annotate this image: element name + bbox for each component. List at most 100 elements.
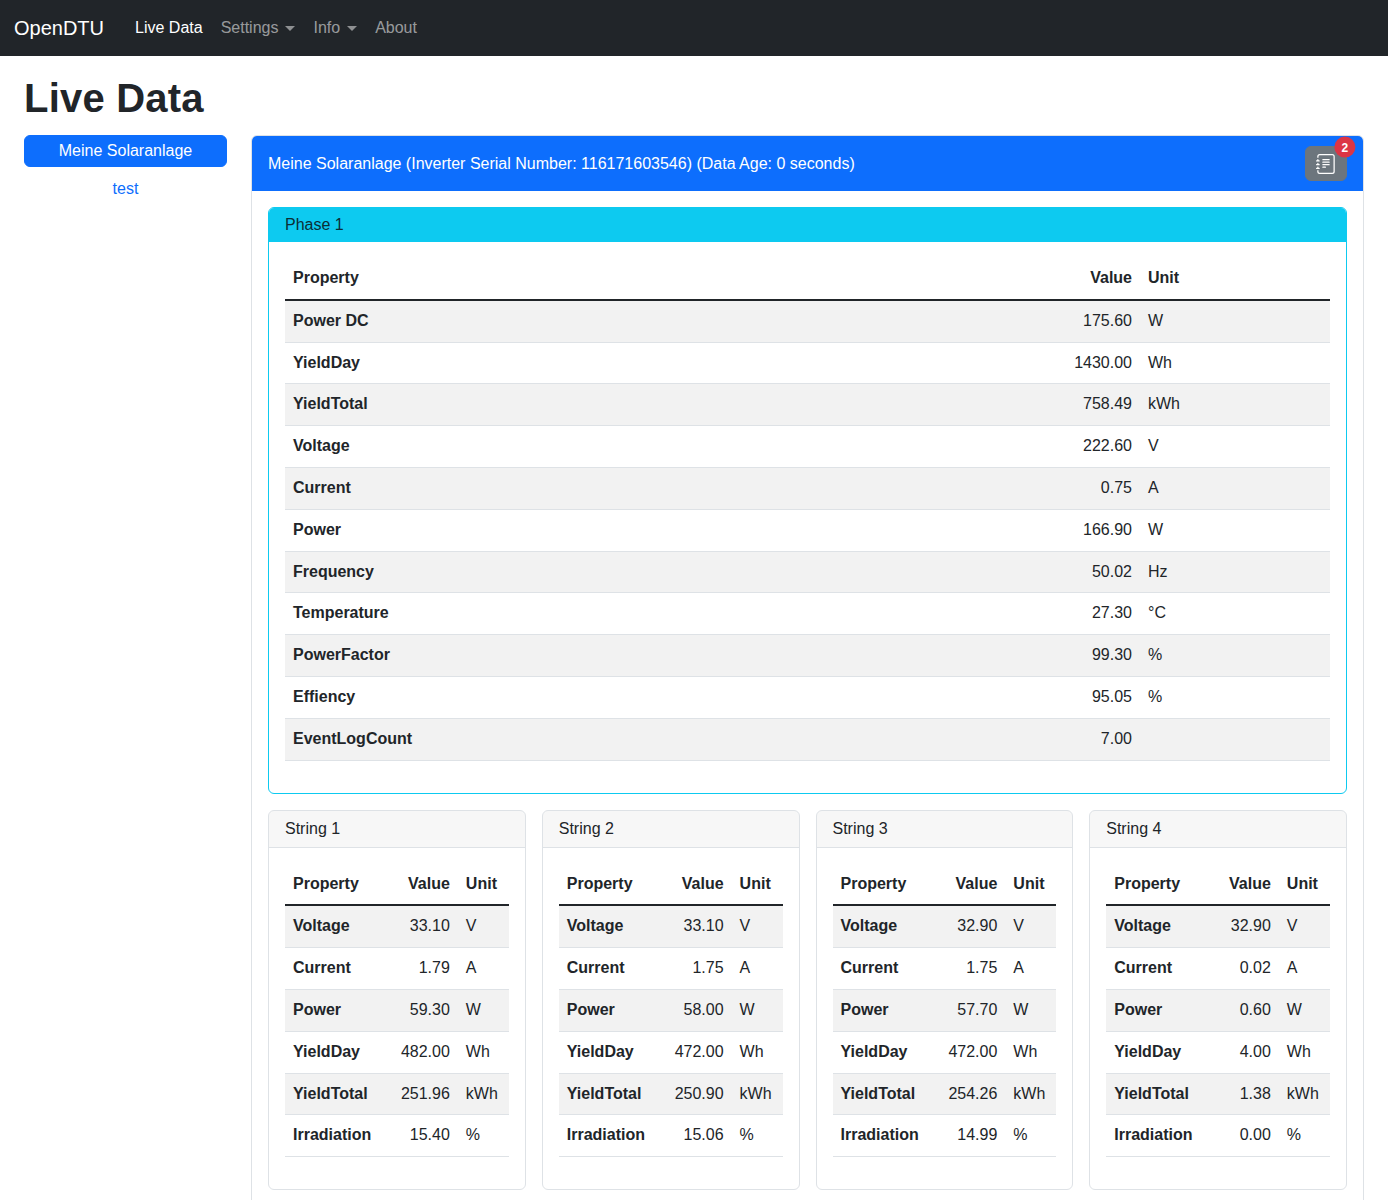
eventlog-button-wrap: 2 — [1305, 146, 1347, 181]
nav-live-data[interactable]: Live Data — [126, 11, 212, 45]
value-cell: 32.90 — [927, 905, 1006, 947]
nav-about[interactable]: About — [366, 11, 426, 45]
unit-cell: A — [732, 948, 783, 990]
value-cell: 1430.00 — [1035, 342, 1140, 384]
table-row: YieldTotal251.96kWh — [285, 1073, 509, 1115]
value-cell: 251.96 — [379, 1073, 458, 1115]
chevron-down-icon — [285, 26, 295, 31]
brand-opendtu[interactable]: OpenDTU — [14, 17, 104, 40]
string-table: Property Value Unit Voltage33.10V Curren… — [285, 864, 509, 1158]
value-cell: 57.70 — [927, 989, 1006, 1031]
value-cell: 1.75 — [653, 948, 732, 990]
inverter-link-test[interactable]: test — [24, 180, 227, 198]
table-row: Current0.02A — [1106, 948, 1330, 990]
column-unit: Unit — [1140, 258, 1330, 300]
table-row: YieldDay1430.00Wh — [285, 342, 1330, 384]
value-cell: 4.00 — [1200, 1031, 1278, 1073]
unit-cell: % — [1140, 676, 1330, 718]
property-cell: YieldTotal — [833, 1073, 927, 1115]
property-cell: Power — [285, 509, 1035, 551]
journal-text-icon — [1316, 154, 1336, 174]
chevron-down-icon — [347, 26, 357, 31]
property-cell: Current — [285, 948, 379, 990]
value-cell: 175.60 — [1035, 300, 1140, 342]
column-property: Property — [559, 864, 653, 906]
property-cell: YieldTotal — [1106, 1073, 1200, 1115]
value-cell: 472.00 — [653, 1031, 732, 1073]
string-table: Property Value Unit Voltage32.90V Curren… — [1106, 864, 1330, 1158]
table-header-row: Property Value Unit — [559, 864, 783, 906]
table-row: YieldTotal758.49kWh — [285, 384, 1330, 426]
property-cell: Irradiation — [833, 1115, 927, 1157]
table-row: Current1.75A — [559, 948, 783, 990]
table-row: YieldDay482.00Wh — [285, 1031, 509, 1073]
table-row: Irradiation0.00% — [1106, 1115, 1330, 1157]
nav-info[interactable]: Info — [304, 11, 366, 45]
table-row: Current1.75A — [833, 948, 1057, 990]
unit-cell: % — [458, 1115, 509, 1157]
column-unit: Unit — [1279, 864, 1330, 906]
string-card-1: String 1 Property Value Unit — [268, 810, 526, 1191]
property-cell: Irradiation — [1106, 1115, 1200, 1157]
column-property: Property — [285, 258, 1035, 300]
property-cell: Power — [285, 989, 379, 1031]
table-row: YieldTotal1.38kWh — [1106, 1073, 1330, 1115]
inverter-card-header: Meine Solaranlage (Inverter Serial Numbe… — [252, 136, 1363, 191]
inverter-card: Meine Solaranlage (Inverter Serial Numbe… — [251, 135, 1364, 1200]
nav-info-label: Info — [313, 19, 340, 37]
unit-cell: kWh — [1005, 1073, 1056, 1115]
string-table: Property Value Unit Voltage32.90V Curren… — [833, 864, 1057, 1158]
column-value: Value — [379, 864, 458, 906]
property-cell: Current — [1106, 948, 1200, 990]
top-navbar: OpenDTU Live Data Settings Info About — [0, 0, 1388, 56]
table-row: Current1.79A — [285, 948, 509, 990]
property-cell: YieldDay — [285, 342, 1035, 384]
property-cell: Current — [285, 467, 1035, 509]
string-card-title: String 1 — [269, 811, 525, 848]
string-card-2: String 2 Property Value Unit — [542, 810, 800, 1191]
table-row: Voltage222.60V — [285, 426, 1330, 468]
property-cell: Effiency — [285, 676, 1035, 718]
table-row: Frequency50.02Hz — [285, 551, 1330, 593]
table-row: YieldTotal250.90kWh — [559, 1073, 783, 1115]
unit-cell: V — [458, 905, 509, 947]
value-cell: 222.60 — [1035, 426, 1140, 468]
eventlog-count-badge: 2 — [1334, 137, 1355, 158]
unit-cell: kWh — [732, 1073, 783, 1115]
string-card-title: String 3 — [817, 811, 1073, 848]
table-header-row: Property Value Unit — [285, 258, 1330, 300]
property-cell: Voltage — [285, 905, 379, 947]
unit-cell: W — [732, 989, 783, 1031]
value-cell: 58.00 — [653, 989, 732, 1031]
nav-settings[interactable]: Settings — [212, 11, 305, 45]
unit-cell: kWh — [1140, 384, 1330, 426]
table-row: Irradiation15.40% — [285, 1115, 509, 1157]
table-row: YieldDay4.00Wh — [1106, 1031, 1330, 1073]
property-cell: Current — [833, 948, 927, 990]
property-cell: PowerFactor — [285, 635, 1035, 677]
value-cell: 0.00 — [1200, 1115, 1278, 1157]
column-unit: Unit — [1005, 864, 1056, 906]
unit-cell: kWh — [1279, 1073, 1330, 1115]
table-row: Voltage32.90V — [1106, 905, 1330, 947]
unit-cell: Hz — [1140, 551, 1330, 593]
value-cell: 166.90 — [1035, 509, 1140, 551]
table-row: Power DC175.60W — [285, 300, 1330, 342]
unit-cell: % — [1279, 1115, 1330, 1157]
unit-cell: V — [1279, 905, 1330, 947]
inverter-sidebar: Meine Solaranlage test — [24, 135, 227, 198]
property-cell: YieldDay — [1106, 1031, 1200, 1073]
inverter-select-button[interactable]: Meine Solaranlage — [24, 135, 227, 167]
unit-cell: % — [732, 1115, 783, 1157]
page-title: Live Data — [24, 76, 1364, 121]
table-row: Current0.75A — [285, 467, 1330, 509]
table-row: EventLogCount7.00 — [285, 718, 1330, 760]
value-cell: 0.02 — [1200, 948, 1278, 990]
table-row: Power59.30W — [285, 989, 509, 1031]
string-card-title: String 4 — [1090, 811, 1346, 848]
table-row: Voltage33.10V — [559, 905, 783, 947]
value-cell: 95.05 — [1035, 676, 1140, 718]
string-card-title: String 2 — [543, 811, 799, 848]
table-row: Effiency95.05% — [285, 676, 1330, 718]
column-value: Value — [927, 864, 1006, 906]
